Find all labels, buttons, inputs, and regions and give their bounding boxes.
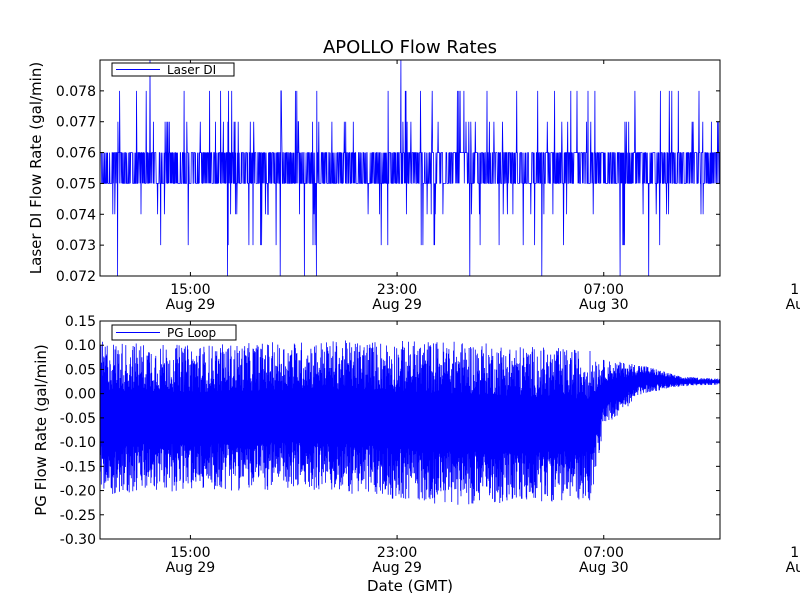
y-tick-label: 0.078 <box>56 84 96 100</box>
legend-label-laser-di: Laser DI <box>167 63 216 77</box>
x-tick-label-date: Aug 30 <box>579 560 629 576</box>
x-tick-label-time: 07:00 <box>584 282 624 298</box>
y-tick-label: 0.073 <box>56 238 96 254</box>
y-tick-label: -0.15 <box>60 459 96 475</box>
x-axis-label: Date (GMT) <box>367 577 453 595</box>
chart-bottom: -0.30 -0.25 -0.20 -0.15 -0.10 -0.05 0.00 0.05 0.… <box>32 314 800 595</box>
y-tick-label: 0.076 <box>56 146 96 162</box>
x-tick-label-time: 23:00 <box>377 545 417 561</box>
y-axis-label-top: Laser DI Flow Rate (gal/min) <box>27 62 45 274</box>
x-tick-label-date: Aug 30 <box>786 560 800 576</box>
x-tick-label-date: Aug 29 <box>166 560 216 576</box>
y-tick-label: 0.00 <box>65 387 96 403</box>
chart-top: APOLLO Flow Rates 0.0720.0730.0740.0750.… <box>27 37 800 313</box>
x-tick-label-time: 15:00 <box>790 545 800 561</box>
x-tick-label-date: Aug 29 <box>372 560 422 576</box>
top-axis-ticks: 0.072 0.073 0.074 0.075 0.076 0.077 0.078 15:00… <box>56 60 800 313</box>
y-axis-label-bottom: PG Flow Rate (gal/min) <box>32 344 50 516</box>
y-tick-label: 0.075 <box>56 176 96 192</box>
x-tick-label-time: 07:00 <box>584 545 624 561</box>
y-tick-label: -0.25 <box>60 508 96 524</box>
pg-loop-series <box>100 340 720 505</box>
y-tick-label: -0.30 <box>60 532 96 548</box>
x-tick-label-date: Aug 30 <box>786 297 800 313</box>
y-tick-label: 0.072 <box>56 269 96 285</box>
plot-frame-bottom <box>99 320 721 540</box>
legend-top: Laser DI <box>111 62 235 77</box>
laser-di-series <box>100 60 720 276</box>
legend-label-pg-loop: PG Loop <box>167 326 216 340</box>
legend-bottom: PG Loop <box>111 324 237 341</box>
x-tick-label-time: 15:00 <box>170 282 210 298</box>
chart-title: APOLLO Flow Rates <box>323 37 497 58</box>
y-tick-label: -0.20 <box>60 484 96 500</box>
pg-loop-line <box>100 340 720 505</box>
x-tick-label-time: 15:00 <box>170 545 210 561</box>
y-tick-label: -0.10 <box>60 435 96 451</box>
y-tick-label: 0.074 <box>56 207 96 223</box>
y-tick-label: -0.05 <box>60 411 96 427</box>
laser-di-line <box>100 60 720 276</box>
x-tick-label-date: Aug 29 <box>166 297 216 313</box>
y-tick-label: 0.10 <box>65 338 96 354</box>
y-tick-label: 0.05 <box>65 362 96 378</box>
x-tick-label-time: 15:00 <box>790 282 800 298</box>
y-tick-label: 0.077 <box>56 115 96 131</box>
bottom-axis-ticks: -0.30 -0.25 -0.20 -0.15 -0.10 -0.05 0.00 0.05 0.… <box>60 314 800 576</box>
y-tick-label: 0.15 <box>65 314 96 330</box>
x-tick-label-date: Aug 30 <box>579 297 629 313</box>
x-tick-label-date: Aug 29 <box>372 297 422 313</box>
plot-frame-top <box>99 59 721 277</box>
x-tick-label-time: 23:00 <box>377 282 417 298</box>
